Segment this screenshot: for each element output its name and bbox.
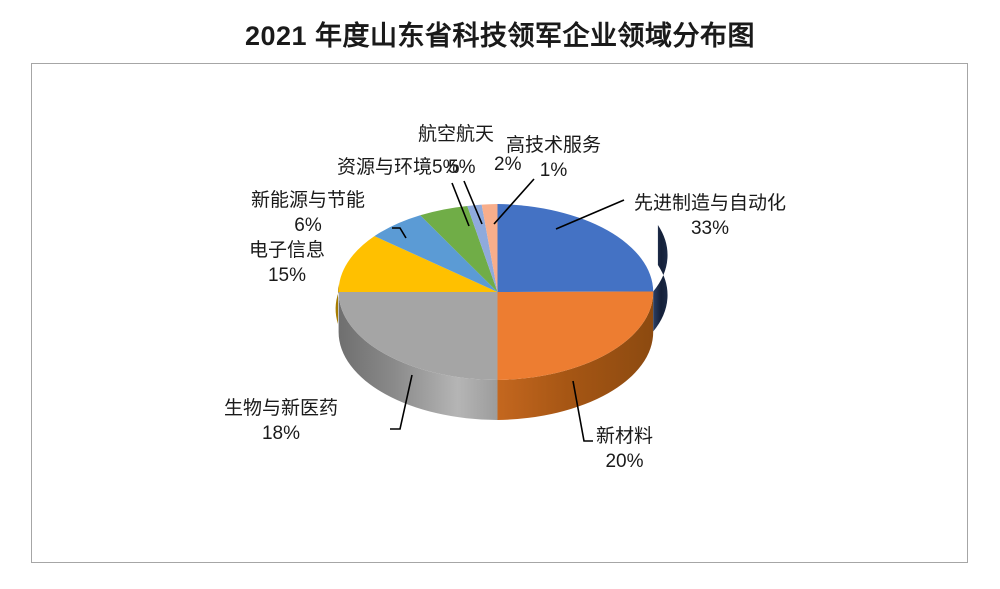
- data-label-electronic-info: 电子信息 15%: [249, 238, 325, 288]
- data-label-percent-aerospace: 2%: [384, 188, 411, 213]
- data-label-new-energy: 新能源与节能 6%: [251, 188, 365, 238]
- data-label-hi-tech-service: 高技术服务 1%: [506, 133, 601, 183]
- data-label-percent-resources-environment: 5%: [448, 155, 475, 180]
- data-label-percent-bio-medicine: 18%: [261, 423, 301, 444]
- data-label-bio-medicine: 生物与新医药 18%: [224, 396, 338, 446]
- data-label-percent-hi-tech-service: 1%: [539, 160, 568, 181]
- data-label-name-resources-environment: 资源与环境: [337, 157, 433, 178]
- data-label-name-new-materials: 新材料: [596, 426, 654, 447]
- data-label-name-aerospace: 航空航天: [418, 124, 495, 145]
- data-label-name-new-energy: 新能源与节能: [251, 190, 366, 211]
- percent-text-resources-environment: 5%: [448, 157, 476, 178]
- data-label-percent-electronic-info: 15%: [267, 265, 307, 286]
- data-label-name-advanced-manufacturing: 先进制造与自动化: [634, 193, 787, 214]
- plot-area-frame: [31, 63, 968, 563]
- data-label-name-electronic-info: 电子信息: [249, 240, 326, 261]
- data-label-advanced-manufacturing: 先进制造与自动化 33%: [634, 191, 786, 241]
- data-label-new-materials: 新材料 20%: [596, 424, 653, 474]
- inline-percent-5: 5%: [432, 157, 460, 178]
- data-label-percent-new-energy: 6%: [294, 215, 322, 236]
- data-label-percent-advanced-manufacturing: 33%: [690, 218, 730, 239]
- data-label-aerospace: 航空航天: [418, 122, 494, 147]
- chart-title: 2021 年度山东省科技领军企业领域分布图: [244, 21, 756, 51]
- inline-percent-6: 2%: [494, 154, 522, 175]
- data-label-name-bio-medicine: 生物与新医药: [224, 398, 339, 419]
- data-label-percent-new-materials: 20%: [605, 451, 644, 472]
- data-label-name-hi-tech-service: 高技术服务: [506, 135, 602, 156]
- data-label-resources-environment: 资源与环境: [337, 155, 432, 180]
